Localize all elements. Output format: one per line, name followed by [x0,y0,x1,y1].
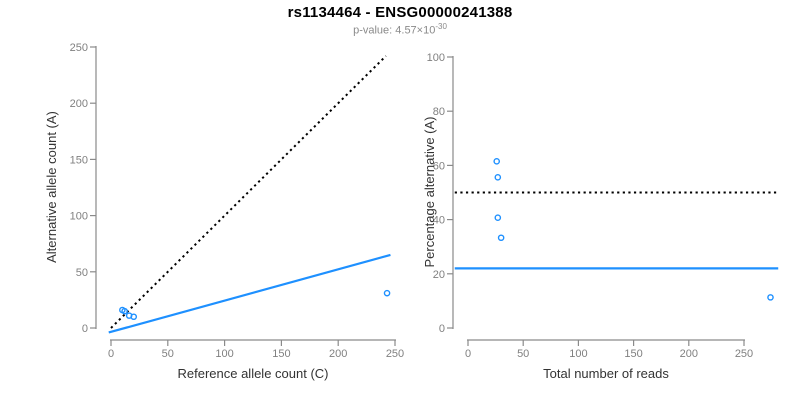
data-point [121,307,128,315]
x-tick-label: 250 [386,348,404,360]
y-tick-label: 60 [433,160,445,172]
figure-subtitle: p-value: 4.57×10-30 [0,22,800,37]
data-point [383,289,391,297]
x-tick-label: 100 [215,348,233,360]
y-axis-title: Alternative allele count (A) [44,111,59,263]
x-axis-title: Reference allele count (C) [177,366,328,381]
identity-line [110,55,387,329]
x-tick-label: 250 [735,348,753,360]
allele-count-scatter: 0 50 100 150 200 250 0 50 100 150 200 250 Reference … [44,42,404,381]
data-point [494,214,502,222]
data-point [130,313,138,321]
y-tick-label: 0 [82,323,88,335]
x-tick-label: 150 [272,348,290,360]
x-tick-label: 50 [517,348,529,360]
y-tick-label: 40 [433,215,445,227]
y-tick-label: 0 [439,323,445,335]
y-tick-label: 250 [70,42,88,54]
data-point [767,294,774,301]
y-tick-label: 200 [70,98,88,110]
y-tick-label: 150 [70,154,88,166]
x-tick-label: 200 [329,348,347,360]
y-tick-label: 50 [76,267,88,279]
pvalue-text: p-value: 4.57×10 [353,24,436,37]
data-point [493,158,501,165]
x-axis-title: Total number of reads [543,366,669,381]
x-tick-label: 150 [624,348,642,360]
x-tick-label: 0 [465,348,471,360]
percentage-scatter: 0 50 100 150 200 250 0 20 40 60 80 100 Total number … [422,52,779,381]
x-tick-label: 200 [680,348,698,360]
x-tick-label: 50 [162,348,174,360]
data-point [494,174,502,181]
pvalue-exponent: -30 [435,22,447,31]
x-tick-label: 0 [108,348,114,360]
y-axis-title: Percentage alternative (A) [422,116,437,267]
y-tick-label: 100 [427,52,445,64]
data-point [497,234,505,242]
y-tick-label: 80 [433,106,445,118]
fit-line [108,253,391,334]
y-tick-label: 20 [433,269,445,281]
x-tick-label: 100 [569,348,587,360]
y-tick-label: 100 [70,211,88,223]
figure-title: rs1134464 - ENSG00000241388 [287,4,513,21]
